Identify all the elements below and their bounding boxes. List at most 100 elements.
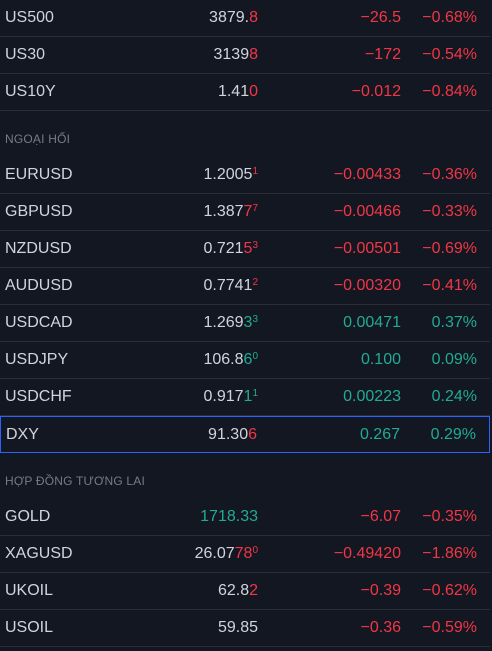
price-change: −0.00433 bbox=[333, 166, 401, 183]
last-price-pipette: 1 bbox=[252, 166, 258, 177]
symbol-name: USDCAD bbox=[5, 314, 73, 331]
price-change: 0.267 bbox=[359, 425, 400, 443]
percent-change: −0.54% bbox=[422, 46, 477, 63]
percent-change: −0.33% bbox=[422, 203, 477, 220]
percent-change: −0.69% bbox=[422, 240, 477, 257]
last-price-main: 1718.33 bbox=[200, 508, 258, 525]
price-change: −0.36 bbox=[360, 619, 401, 636]
percent-change: −0.84% bbox=[422, 83, 477, 100]
last-price: 106.860 bbox=[203, 351, 258, 369]
last-price-changed-digits: 2 bbox=[249, 582, 258, 599]
last-price: 91.306 bbox=[208, 426, 257, 444]
section-header: HỢP ĐỒNG TƯƠNG LAI bbox=[0, 453, 490, 499]
last-price-main: 1.269 bbox=[203, 314, 244, 331]
last-price-main: 26.07 bbox=[194, 545, 235, 562]
symbol-name: GOLD bbox=[5, 508, 51, 525]
percent-change: −0.36% bbox=[422, 166, 477, 183]
last-price-main: 0.7741 bbox=[203, 277, 253, 294]
symbol-name: US500 bbox=[5, 9, 54, 26]
watchlist-row-us10y[interactable]: US10Y 1.410 −0.012 −0.84% bbox=[0, 74, 490, 111]
watchlist-row-xagusd[interactable]: XAGUSD 26.07780 −0.49420 −1.86% bbox=[0, 536, 490, 573]
last-price-changed-digits: 7 bbox=[243, 203, 253, 220]
symbol-name: XAGUSD bbox=[5, 545, 73, 562]
last-price-main: 106.8 bbox=[203, 351, 244, 368]
watchlist-row-dxy[interactable]: DXY 91.306 0.267 0.29% bbox=[0, 416, 490, 453]
symbol-name: US30 bbox=[5, 46, 46, 63]
watchlist-row-usdjpy[interactable]: USDJPY 106.860 0.100 0.09% bbox=[0, 342, 490, 379]
last-price-main: 59.85 bbox=[217, 619, 258, 636]
watchlist-row-us30[interactable]: US30 31398 −172 −0.54% bbox=[0, 37, 490, 74]
watchlist-row-usdcad[interactable]: USDCAD 1.26933 0.00471 0.37% bbox=[0, 305, 490, 342]
watchlist-row-audusd[interactable]: AUDUSD 0.77412 −0.00320 −0.41% bbox=[0, 268, 490, 305]
watchlist-row-eurusd[interactable]: EURUSD 1.20051 −0.00433 −0.36% bbox=[0, 157, 490, 194]
watchlist-row-nzdusd[interactable]: NZDUSD 0.72153 −0.00501 −0.69% bbox=[0, 231, 490, 268]
last-price-changed-digits: 6 bbox=[243, 351, 253, 368]
last-price: 0.91711 bbox=[203, 388, 258, 406]
watchlist-row-gbpusd[interactable]: GBPUSD 1.38777 −0.00466 −0.33% bbox=[0, 194, 490, 231]
last-price-changed-digits: 1 bbox=[243, 388, 253, 405]
last-price: 59.85 bbox=[218, 619, 258, 637]
price-change: −0.012 bbox=[351, 83, 401, 100]
watchlist-row-us500[interactable]: US500 3879.8 −26.5 −0.68% bbox=[0, 0, 490, 37]
last-price-pipette: 2 bbox=[252, 277, 258, 288]
last-price-pipette: 3 bbox=[252, 240, 258, 251]
last-price-main: 3879. bbox=[209, 9, 250, 26]
last-price-main: 1.2005 bbox=[203, 166, 253, 183]
percent-change: 0.29% bbox=[430, 425, 476, 443]
price-change: −0.39 bbox=[360, 582, 401, 599]
section-title: HỢP ĐỒNG TƯƠNG LAI bbox=[5, 474, 146, 488]
price-change: −0.00320 bbox=[333, 277, 401, 294]
last-price-changed-digits: 3 bbox=[243, 314, 253, 331]
section-title: NGOẠI HỐI bbox=[5, 132, 71, 146]
symbol-name: USOIL bbox=[5, 619, 54, 636]
last-price-main: 62.8 bbox=[217, 582, 250, 599]
last-price: 1.410 bbox=[218, 83, 258, 101]
price-change: −0.00466 bbox=[333, 203, 401, 220]
last-price: 3879.8 bbox=[209, 9, 258, 27]
price-change: 0.00223 bbox=[343, 388, 401, 405]
percent-change: −0.68% bbox=[422, 9, 477, 26]
percent-change: 0.24% bbox=[431, 388, 477, 405]
price-change: 0.00471 bbox=[343, 314, 401, 331]
price-change: −0.00501 bbox=[333, 240, 401, 257]
last-price-pipette: 3 bbox=[252, 314, 258, 325]
last-price: 26.07780 bbox=[195, 545, 258, 563]
last-price-pipette: 0 bbox=[252, 545, 258, 556]
price-change: −6.07 bbox=[360, 508, 401, 525]
last-price-pipette: 1 bbox=[252, 388, 258, 399]
last-price-main: 1.387 bbox=[203, 203, 244, 220]
last-price: 0.77412 bbox=[204, 277, 259, 295]
last-price-changed-digits: 0 bbox=[249, 83, 258, 100]
last-price-main: 3139 bbox=[213, 46, 250, 63]
last-price: 0.72153 bbox=[203, 240, 258, 258]
last-price-changed-digits: 8 bbox=[249, 46, 258, 63]
watchlist-row-ukoil[interactable]: UKOIL 62.82 −0.39 −0.62% bbox=[0, 573, 490, 610]
last-price: 1.20051 bbox=[204, 166, 259, 184]
last-price: 1.38777 bbox=[203, 203, 258, 221]
percent-change: −1.86% bbox=[422, 545, 477, 562]
last-price-main: 1.41 bbox=[217, 83, 250, 100]
last-price-main: 91.30 bbox=[208, 425, 249, 443]
price-change: −172 bbox=[364, 46, 401, 63]
last-price-main: 0.721 bbox=[203, 240, 244, 257]
last-price: 62.82 bbox=[218, 582, 258, 600]
symbol-name: USDJPY bbox=[5, 351, 69, 368]
symbol-name: EURUSD bbox=[5, 166, 73, 183]
percent-change: −0.41% bbox=[422, 277, 477, 294]
last-price: 1718.33 bbox=[200, 508, 258, 526]
last-price-changed-digits: 78 bbox=[234, 545, 253, 562]
symbol-name: NZDUSD bbox=[5, 240, 72, 257]
watchlist-row-gold[interactable]: GOLD 1718.33 −6.07 −0.35% bbox=[0, 499, 490, 536]
last-price-changed-digits: 5 bbox=[243, 240, 253, 257]
last-price-pipette: 0 bbox=[252, 351, 258, 362]
symbol-name: AUDUSD bbox=[5, 277, 73, 294]
percent-change: −0.35% bbox=[422, 508, 477, 525]
watchlist-row-usoil[interactable]: USOIL 59.85 −0.36 −0.59% bbox=[0, 610, 490, 647]
last-price-main: 0.917 bbox=[203, 388, 244, 405]
symbol-name: USDCHF bbox=[5, 388, 72, 405]
percent-change: 0.09% bbox=[431, 351, 477, 368]
watchlist-row-usdchf[interactable]: USDCHF 0.91711 0.00223 0.24% bbox=[0, 379, 490, 416]
last-price: 1.26933 bbox=[203, 314, 258, 332]
percent-change: −0.59% bbox=[422, 619, 477, 636]
